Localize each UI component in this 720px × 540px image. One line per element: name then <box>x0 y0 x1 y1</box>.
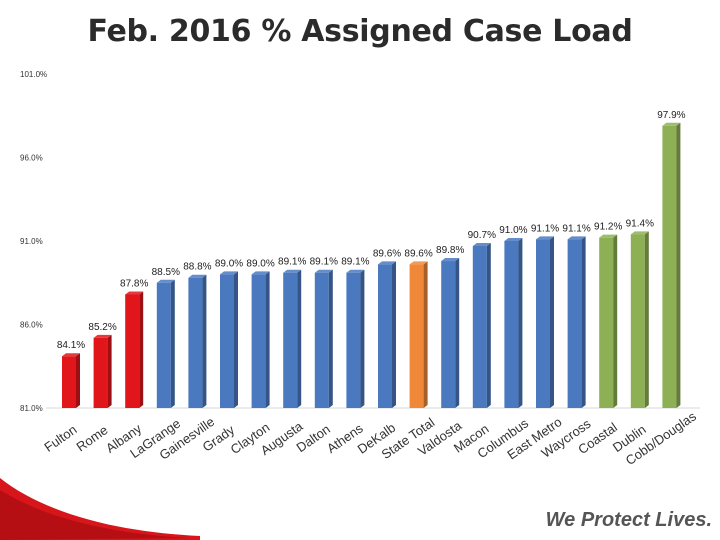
bar-top <box>283 269 302 273</box>
data-label: 87.8% <box>120 278 148 289</box>
y-tick-label: 86.0% <box>20 321 43 330</box>
bar-side <box>392 261 396 408</box>
bar <box>93 337 108 408</box>
bar <box>630 234 645 408</box>
footer-tagline: We Protect Lives. <box>545 509 712 531</box>
data-label: 89.8% <box>436 245 464 256</box>
bar <box>567 239 582 408</box>
bar <box>472 246 487 408</box>
bar-top <box>472 243 491 247</box>
bar-top <box>314 269 333 273</box>
bar <box>378 264 392 408</box>
data-label: 97.9% <box>657 110 685 121</box>
bar <box>156 282 171 408</box>
bar-top <box>378 261 396 265</box>
bar-side <box>613 234 618 408</box>
bar-side <box>644 231 649 408</box>
bar-top <box>346 269 365 273</box>
bar-side <box>550 236 554 408</box>
bar <box>251 274 266 408</box>
data-label: 90.7% <box>468 230 496 241</box>
bar <box>409 264 424 408</box>
data-label: 89.1% <box>310 257 338 268</box>
y-tick-label: 101.0% <box>20 70 47 79</box>
bar-top <box>156 279 175 283</box>
data-label: 91.4% <box>626 218 654 229</box>
data-label: 91.1% <box>531 223 559 234</box>
bar-side <box>360 269 365 408</box>
bar-side <box>518 238 523 408</box>
bar-top <box>536 236 554 240</box>
bar-side <box>581 236 586 408</box>
data-label: 91.2% <box>594 222 622 233</box>
bar-top <box>599 234 618 238</box>
bar <box>62 356 76 408</box>
bar-side <box>486 243 491 408</box>
bar-top <box>409 261 428 265</box>
bar-top <box>504 238 523 241</box>
data-label: 91.0% <box>499 225 527 236</box>
data-label: 84.1% <box>57 340 85 351</box>
category-label: Rome <box>74 422 111 454</box>
chart-title: Feb. 2016 % Assigned Case Load <box>87 14 633 49</box>
data-label: 88.5% <box>152 267 180 278</box>
bar-top <box>662 122 681 126</box>
category-label: Fulton <box>41 422 79 455</box>
data-label: 89.1% <box>278 257 306 268</box>
data-label: 91.1% <box>562 223 590 234</box>
y-tick-label: 91.0% <box>20 237 43 246</box>
data-label: 89.6% <box>404 248 432 259</box>
bar <box>283 272 298 408</box>
bar-side <box>107 334 112 408</box>
bar-side <box>676 122 681 409</box>
bar-side <box>170 279 175 408</box>
bar-side <box>139 291 144 408</box>
bar-side <box>265 271 270 408</box>
bar <box>441 261 456 408</box>
data-label: 89.6% <box>373 248 401 259</box>
bar-top <box>220 271 238 275</box>
bar <box>662 125 677 409</box>
bar-side <box>297 269 302 408</box>
bar-side <box>423 261 428 408</box>
bar <box>346 272 361 408</box>
bar <box>125 294 140 408</box>
y-tick-label: 81.0% <box>20 404 43 413</box>
bar-top <box>251 271 270 275</box>
bar-side <box>76 353 80 408</box>
bar <box>220 274 234 408</box>
bar-side <box>234 271 238 408</box>
bar-top <box>93 334 112 338</box>
bar-top <box>567 236 586 240</box>
data-label: 88.8% <box>183 262 211 273</box>
bar-side <box>202 274 207 408</box>
bar-top <box>188 274 207 278</box>
bar-side <box>455 258 460 408</box>
bar <box>188 277 203 408</box>
data-label: 89.1% <box>341 257 369 268</box>
data-label: 89.0% <box>215 258 243 269</box>
data-label: 85.2% <box>88 322 116 333</box>
bar-top <box>62 353 80 357</box>
bar-top <box>125 291 144 295</box>
bar <box>599 237 614 408</box>
bar <box>536 239 550 408</box>
bar <box>314 272 329 408</box>
bar-top <box>441 258 460 262</box>
y-tick-label: 96.0% <box>20 154 43 163</box>
bar-side <box>328 269 333 408</box>
swoosh-graphic <box>0 478 200 540</box>
bar <box>504 241 519 408</box>
data-label: 89.0% <box>246 258 274 269</box>
bar-top <box>630 231 649 235</box>
